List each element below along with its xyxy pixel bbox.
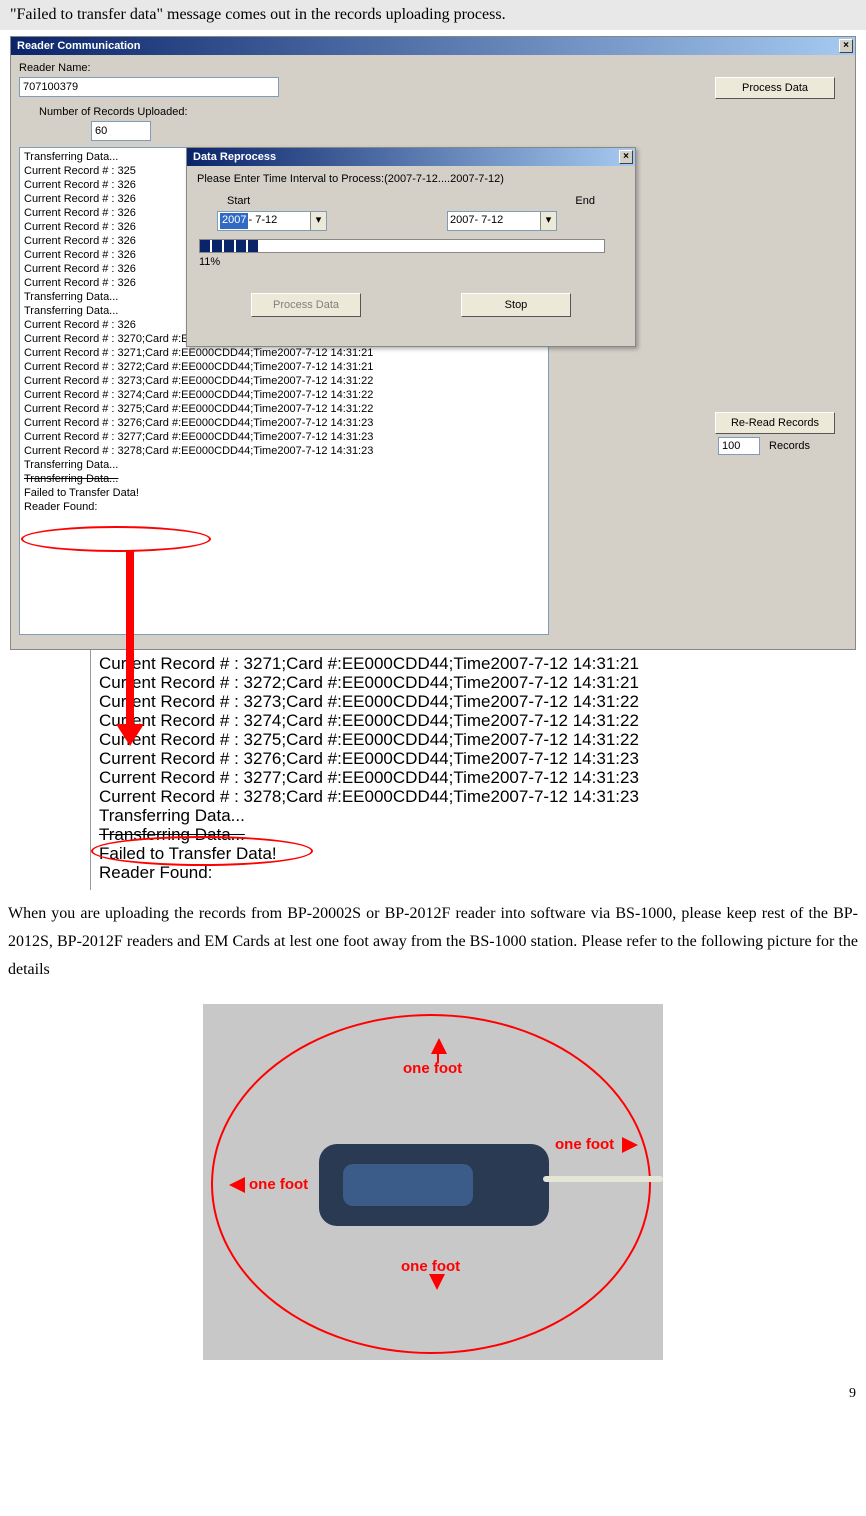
start-rest: - 7-12 <box>248 213 277 228</box>
zoom-log-line: Current Record # : 3271;Card #:EE000CDD4… <box>99 654 732 673</box>
annotation-arrow-head <box>116 724 144 746</box>
page-number: 9 <box>0 1376 866 1412</box>
dialog-stop-button[interactable]: Stop <box>461 293 571 317</box>
window-title: Reader Communication <box>17 39 140 54</box>
titlebar: Reader Communication × <box>11 37 855 55</box>
progress-bar <box>199 239 605 253</box>
onefoot-top-label: one foot <box>403 1058 462 1079</box>
progress-chunk <box>248 240 258 252</box>
dialog-titlebar: Data Reprocess × <box>187 148 635 166</box>
start-label: Start <box>227 194 250 209</box>
progress-chunk <box>212 240 222 252</box>
start-date-input[interactable]: 2007 - 7-12 ▾ <box>217 211 327 231</box>
num-records-input[interactable] <box>91 121 151 141</box>
photo-figure: one foot one foot one foot one foot <box>0 1004 866 1365</box>
log-line: Current Record # : 3275;Card #:EE000CDD4… <box>24 402 544 416</box>
end-date-input[interactable]: 2007- 7-12 ▾ <box>447 211 557 231</box>
zoom-log-line: Current Record # : 3278;Card #:EE000CDD4… <box>99 787 732 806</box>
dialog-close-icon[interactable]: × <box>619 150 633 164</box>
reader-name-input[interactable] <box>19 77 279 97</box>
dialog-date-labels: Start End <box>197 194 625 209</box>
figure-container: Reader Communication × Reader Name: Numb… <box>0 36 866 890</box>
log-line: Current Record # : 3272;Card #:EE000CDD4… <box>24 360 544 374</box>
records-count-input[interactable] <box>718 437 760 455</box>
log-line: Reader Found: <box>24 500 544 514</box>
reader-name-label: Reader Name: <box>19 61 91 76</box>
records-count-label: Records <box>769 439 810 454</box>
progress-chunk <box>236 240 246 252</box>
dialog-body: Please Enter Time Interval to Process:(2… <box>187 166 635 320</box>
dialog-buttons: Process Data Stop <box>197 293 625 317</box>
log-line: Current Record # : 3271;Card #:EE000CDD4… <box>24 346 544 360</box>
annotation-arrow-line <box>126 550 134 730</box>
end-label: End <box>575 194 595 209</box>
progress-percent: 11% <box>199 255 623 270</box>
body-paragraph: When you are uploading the records from … <box>0 890 866 994</box>
zoom-log-line: Current Record # : 3276;Card #:EE000CDD4… <box>99 749 732 768</box>
log-line: Transferring Data... <box>24 472 544 486</box>
chevron-down-icon[interactable]: ▾ <box>310 212 326 230</box>
onefoot-right-label: one foot <box>555 1134 614 1155</box>
chevron-down-icon[interactable]: ▾ <box>540 212 556 230</box>
dialog-title: Data Reprocess <box>193 150 276 165</box>
process-data-button[interactable]: Process Data <box>715 77 835 99</box>
progress-chunk <box>224 240 234 252</box>
close-icon[interactable]: × <box>839 39 853 53</box>
progress-chunk <box>200 240 210 252</box>
log-line: Current Record # : 3276;Card #:EE000CDD4… <box>24 416 544 430</box>
onefoot-bottom-label: one foot <box>401 1256 460 1277</box>
device-photo: one foot one foot one foot one foot <box>203 1004 663 1360</box>
log-line: Current Record # : 3278;Card #:EE000CDD4… <box>24 444 544 458</box>
end-date-value: 2007- 7-12 <box>450 213 503 228</box>
doc-header: "Failed to transfer data" message comes … <box>0 0 866 30</box>
zoom-log-line: Current Record # : 3275;Card #:EE000CDD4… <box>99 730 732 749</box>
zoom-log-line: Reader Found: <box>99 863 732 882</box>
zoom-log-line: Transferring Data... <box>99 806 732 825</box>
bs1000-device <box>319 1144 549 1226</box>
log-line: Current Record # : 3277;Card #:EE000CDD4… <box>24 430 544 444</box>
zoom-log-line: Current Record # : 3273;Card #:EE000CDD4… <box>99 692 732 711</box>
reader-comm-window: Reader Communication × Reader Name: Numb… <box>10 36 856 650</box>
dialog-prompt: Please Enter Time Interval to Process:(2… <box>197 172 625 187</box>
zoom-log-line: Current Record # : 3277;Card #:EE000CDD4… <box>99 768 732 787</box>
log-line: Current Record # : 3274;Card #:EE000CDD4… <box>24 388 544 402</box>
cable <box>543 1176 663 1182</box>
zoom-log-line: Current Record # : 3272;Card #:EE000CDD4… <box>99 673 732 692</box>
start-year-selected: 2007 <box>220 213 248 228</box>
zoomed-log: Current Record # : 3271;Card #:EE000CDD4… <box>90 650 740 890</box>
date-inputs-row: 2007 - 7-12 ▾ 2007- 7-12 ▾ <box>197 209 625 233</box>
log-line: Current Record # : 3273;Card #:EE000CDD4… <box>24 374 544 388</box>
zoom-log-line: Current Record # : 3274;Card #:EE000CDD4… <box>99 711 732 730</box>
onefoot-left-label: one foot <box>249 1174 308 1195</box>
reread-records-button[interactable]: Re-Read Records <box>715 412 835 434</box>
dialog-process-button: Process Data <box>251 293 361 317</box>
log-line: Transferring Data... <box>24 458 544 472</box>
log-line: Failed to Transfer Data! <box>24 486 544 500</box>
num-records-label: Number of Records Uploaded: <box>39 105 188 120</box>
data-reprocess-dialog: Data Reprocess × Please Enter Time Inter… <box>186 147 636 347</box>
